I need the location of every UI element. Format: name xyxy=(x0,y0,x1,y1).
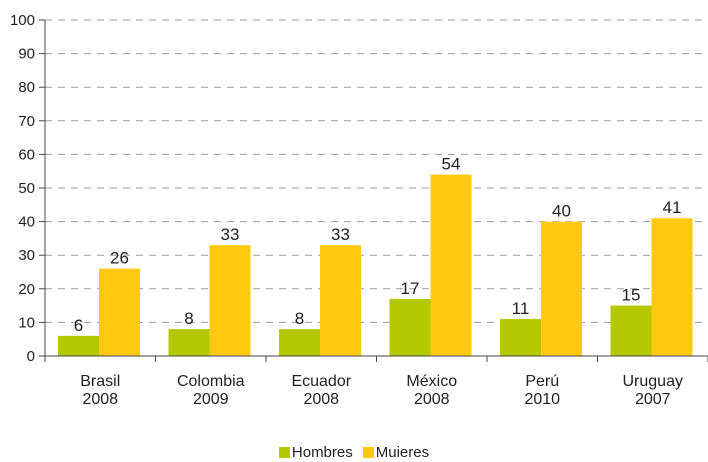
bar-mujeres xyxy=(430,174,472,356)
x-tick-label: México xyxy=(406,373,457,390)
y-tick-label: 80 xyxy=(18,79,35,96)
data-label: 8 xyxy=(184,309,193,328)
y-tick-label: 100 xyxy=(10,12,35,29)
y-tick-label: 50 xyxy=(18,180,35,197)
legend-label-hombres: Hombres xyxy=(291,444,353,461)
data-labels: 6 26 8 33 8 33 17 54 11 40 15 41 xyxy=(74,155,682,335)
y-tick-label: 70 xyxy=(18,113,35,130)
data-label: 40 xyxy=(552,202,571,221)
x-tick-label: Colombia xyxy=(177,373,245,390)
x-tick-label: Ecuador xyxy=(291,373,351,390)
x-tick-label-year: 2008 xyxy=(414,391,450,408)
legend-swatch-mujeres xyxy=(362,447,374,458)
bar-hombres xyxy=(58,335,99,356)
bar-mujeres xyxy=(99,268,140,356)
legend-item-hombres: Hombres xyxy=(278,444,353,461)
bar-mujeres xyxy=(541,221,582,356)
x-tick-label-year: 2007 xyxy=(635,391,671,408)
y-tick-label: 30 xyxy=(18,247,35,264)
x-axis: Brasil2008Colombia2009Ecuador2008México2… xyxy=(44,355,708,408)
data-label: 54 xyxy=(442,155,461,174)
bar-hombres xyxy=(168,329,210,356)
y-tick-label: 10 xyxy=(18,314,35,331)
bar-hombres xyxy=(610,305,652,356)
data-label: 15 xyxy=(622,286,641,305)
x-tick-label-year: 2008 xyxy=(82,391,118,408)
gridlines xyxy=(45,19,708,323)
bar-hombres xyxy=(279,329,320,356)
y-tick-label: 90 xyxy=(18,46,35,63)
x-tick-label-year: 2010 xyxy=(524,391,560,408)
y-axis: 0 10 20 30 40 50 60 70 80 90 100 xyxy=(10,12,46,365)
legend: Hombres Muieres xyxy=(0,444,708,461)
legend-item-mujeres: Muieres xyxy=(362,444,430,461)
data-label: 26 xyxy=(110,249,129,268)
x-tick-label-year: 2008 xyxy=(303,391,339,408)
y-tick-label: 20 xyxy=(18,281,35,298)
data-label: 11 xyxy=(512,299,530,318)
bar-hombres xyxy=(389,298,431,356)
data-label: 8 xyxy=(295,309,304,328)
data-label: 33 xyxy=(221,225,240,244)
y-tick-label: 60 xyxy=(18,146,35,163)
data-label: 33 xyxy=(331,225,350,244)
bar-mujeres xyxy=(651,218,693,356)
x-tick-label: Perú xyxy=(525,373,559,390)
bar-chart: 0 10 20 30 40 50 60 70 80 90 100 6 26 8 33 8 33 17 54 11 40… xyxy=(10,12,708,408)
data-label: 17 xyxy=(401,279,420,298)
legend-swatch-hombres xyxy=(278,447,290,458)
bar-mujeres xyxy=(209,245,251,356)
bar-mujeres xyxy=(320,245,361,356)
y-tick-label: 0 xyxy=(27,348,35,365)
bar-hombres xyxy=(500,319,541,356)
legend-label-mujeres: Muieres xyxy=(375,444,430,461)
data-label: 6 xyxy=(74,316,83,335)
x-tick-label-year: 2009 xyxy=(193,391,229,408)
x-tick-label: Uruguay xyxy=(623,373,683,390)
x-tick-label: Brasil xyxy=(80,373,120,390)
data-label: 41 xyxy=(663,198,682,217)
y-tick-label: 40 xyxy=(18,214,35,231)
bars xyxy=(58,174,693,356)
